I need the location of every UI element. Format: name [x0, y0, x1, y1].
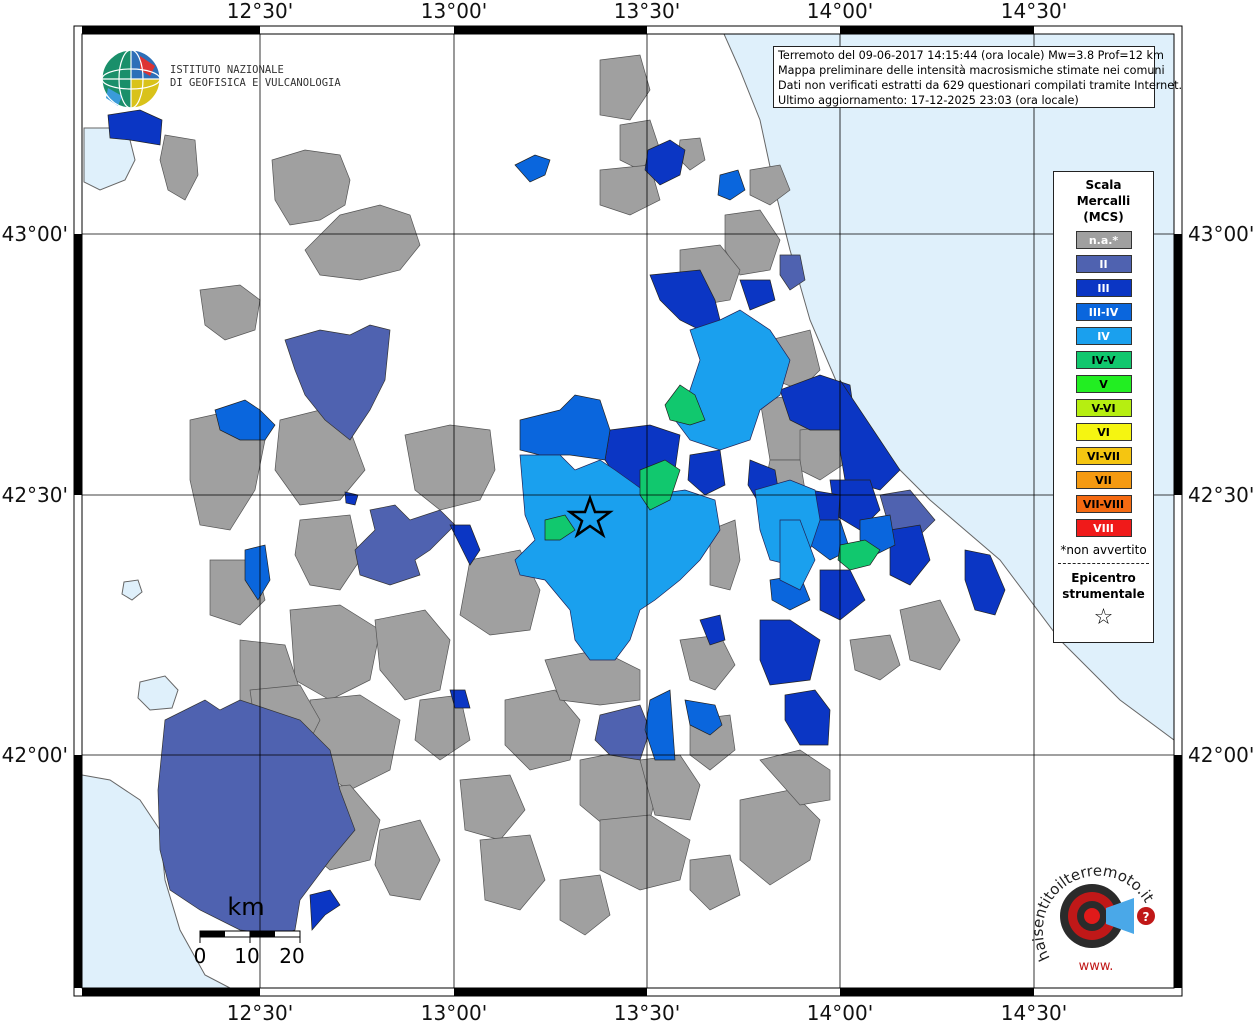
legend-swatch: V-VI	[1075, 399, 1132, 417]
event-info-line2: Mappa preliminare delle intensità macros…	[778, 64, 1165, 77]
bottom-tick: 12°30'	[227, 1001, 293, 1024]
scale-unit: km	[227, 893, 264, 921]
legend-swatch: III	[1075, 279, 1132, 297]
right-tick: 43°00'	[1188, 222, 1254, 246]
legend-swatch: VI	[1075, 423, 1132, 441]
lake-bolsena	[137, 675, 179, 711]
right-tick: 42°30'	[1188, 483, 1254, 507]
bottom-tick: 13°30'	[614, 1001, 680, 1024]
left-tick: 42°30'	[2, 483, 68, 507]
epicenter-star-icon: ☆	[1093, 605, 1114, 630]
legend-swatch: IV-V	[1075, 351, 1132, 369]
top-tick: 14°00'	[807, 0, 873, 23]
scale-label-10: 10	[234, 944, 259, 968]
institute-line1: ISTITUTO NAZIONALE	[170, 64, 284, 76]
legend-swatch: VII-VIII	[1075, 495, 1132, 513]
zone-ii-north	[284, 324, 391, 441]
zone-iv-epicentral	[514, 454, 721, 661]
legend-title-line2: Mercalli	[1076, 194, 1131, 208]
left-tick: 43°00'	[2, 222, 68, 246]
zone-ii-south	[594, 704, 651, 761]
right-tick: 42°00'	[1188, 743, 1254, 767]
top-tick: 14°30'	[1001, 0, 1067, 23]
event-info-line4: Ultimo aggiornamento: 17-12-2025 23:03 (…	[778, 94, 1079, 107]
legend-swatch: n.a.*	[1075, 231, 1132, 249]
right-tick-labels: 43°00' 42°30' 42°00'	[1188, 222, 1254, 767]
left-tick: 42°00'	[2, 743, 68, 767]
legend-swatch: VIII	[1075, 519, 1132, 537]
bottom-tick-labels: 12°30' 13°00' 13°30' 14°00' 14°30'	[227, 1001, 1067, 1024]
left-tick-labels: 43°00' 42°30' 42°00'	[2, 222, 68, 767]
legend-title-line1: Scala	[1085, 178, 1122, 192]
logo-prefix: www.	[1079, 959, 1114, 974]
legend-epicenter-line1: Epicentro	[1071, 571, 1136, 585]
top-tick: 13°30'	[614, 0, 680, 23]
legend-swatch: V	[1075, 375, 1132, 393]
map-frame	[73, 25, 1183, 997]
bottom-tick: 14°30'	[1001, 1001, 1067, 1024]
scale-label-0: 0	[194, 944, 207, 968]
mcs-legend: Scala Mercalli (MCS) n.a.* II III III-IV IV I…	[1053, 171, 1154, 643]
legend-swatch: VII	[1075, 471, 1132, 489]
zone-ii-rome	[157, 699, 356, 936]
zone-ii-center	[354, 504, 456, 586]
event-info-line3: Dati non verificati estratti da 629 ques…	[778, 79, 1183, 92]
top-tick-labels: 12°30' 13°00' 13°30' 14°00' 14°30'	[227, 0, 1067, 23]
institute-name: ISTITUTO NAZIONALE DI GEOFISICA E VULCAN…	[170, 64, 341, 90]
legend-swatch: IV	[1075, 327, 1132, 345]
legend-swatch: II	[1075, 255, 1132, 273]
event-info-line1: Terremoto del 09-06-2017 14:15:44 (ora l…	[778, 49, 1164, 62]
legend-items: n.a.* II III III-IV IV IV-V V V-VI VI VI-VII VII VI…	[1054, 231, 1153, 537]
scale-label-20: 20	[279, 944, 304, 968]
legend-swatch: III-IV	[1075, 303, 1132, 321]
legend-epicenter-line2: strumentale	[1062, 587, 1145, 601]
legend-swatch: VI-VII	[1075, 447, 1132, 465]
bottom-tick: 14°00'	[807, 1001, 873, 1024]
event-info-box: Terremoto del 09-06-2017 14:15:44 (ora l…	[773, 46, 1183, 108]
top-tick: 12°30'	[227, 0, 293, 23]
map-area	[81, 33, 1175, 989]
legend-divider	[1058, 563, 1149, 564]
legend-title: Scala Mercalli (MCS)	[1054, 177, 1153, 225]
svg-text:?: ?	[1143, 910, 1150, 924]
ingv-globe-icon	[101, 49, 161, 109]
lake-small	[121, 579, 143, 601]
top-tick: 13°00'	[421, 0, 487, 23]
graticule	[82, 34, 1174, 988]
scale-bar: km 0 10 20	[194, 893, 305, 968]
legend-epicenter-label: Epicentro strumentale	[1054, 570, 1153, 602]
epicenter-star	[566, 494, 614, 539]
haisentitoilterremoto-logo: ? haisentitoilterremoto.it www.	[1030, 862, 1158, 974]
legend-title-line3: (MCS)	[1083, 210, 1124, 224]
legend-note: *non avvertito	[1060, 543, 1147, 557]
institute-line2: DI GEOFISICA E VULCANOLOGIA	[170, 77, 341, 89]
bottom-tick: 13°00'	[421, 1001, 487, 1024]
